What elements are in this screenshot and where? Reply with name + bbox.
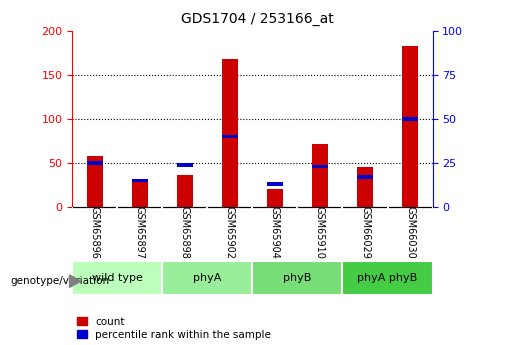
Text: genotype/variation: genotype/variation xyxy=(10,276,109,286)
Bar xyxy=(72,261,162,295)
Bar xyxy=(132,179,148,183)
Bar xyxy=(177,175,193,207)
Text: GSM65910: GSM65910 xyxy=(315,206,325,259)
Bar xyxy=(267,189,283,207)
Legend: count, percentile rank within the sample: count, percentile rank within the sample xyxy=(77,317,271,340)
Bar xyxy=(342,261,433,295)
Text: GSM65897: GSM65897 xyxy=(135,206,145,259)
Text: phyA phyB: phyA phyB xyxy=(357,273,418,283)
Text: GSM66030: GSM66030 xyxy=(405,207,415,259)
Bar xyxy=(132,181,148,207)
Bar xyxy=(267,183,283,186)
Text: phyA: phyA xyxy=(193,273,221,283)
Polygon shape xyxy=(70,275,81,287)
Bar xyxy=(222,59,238,207)
Bar xyxy=(162,261,252,295)
Text: GSM65898: GSM65898 xyxy=(180,206,190,259)
Bar xyxy=(177,163,193,167)
Bar xyxy=(222,135,238,138)
Bar xyxy=(402,46,418,207)
Text: GSM65902: GSM65902 xyxy=(225,206,235,259)
Text: phyB: phyB xyxy=(283,273,312,283)
Bar xyxy=(402,117,418,121)
Bar xyxy=(87,161,102,165)
Text: GSM65904: GSM65904 xyxy=(270,206,280,259)
Text: GDS1704 / 253166_at: GDS1704 / 253166_at xyxy=(181,12,334,26)
Bar xyxy=(312,165,328,168)
Bar xyxy=(252,261,342,295)
Bar xyxy=(87,156,102,207)
Text: wild type: wild type xyxy=(92,273,143,283)
Bar xyxy=(357,167,373,207)
Text: GSM65896: GSM65896 xyxy=(90,206,99,259)
Text: GSM66029: GSM66029 xyxy=(360,206,370,259)
Bar xyxy=(357,175,373,179)
Bar xyxy=(312,144,328,207)
